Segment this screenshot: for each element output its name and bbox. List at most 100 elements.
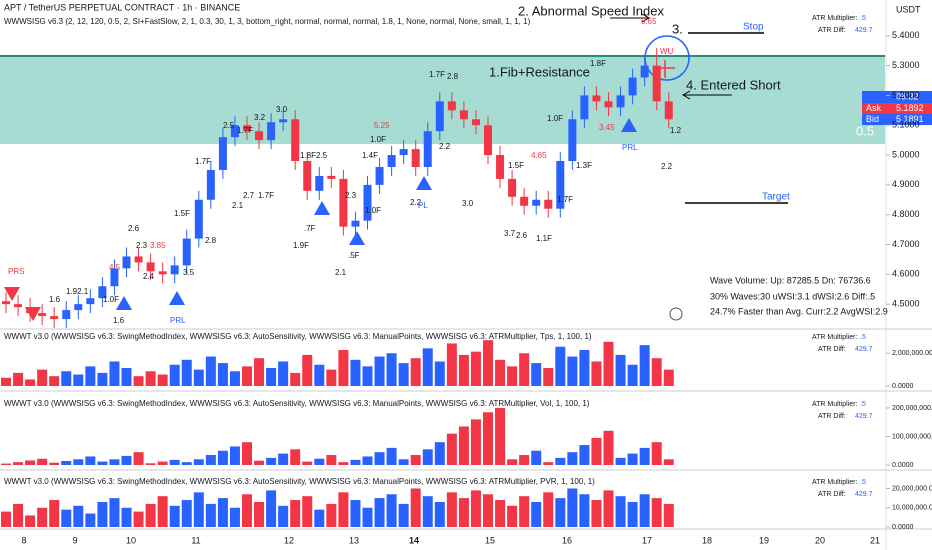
volume-bar — [374, 452, 385, 465]
candle-body — [423, 131, 432, 167]
annotation: 2.2 — [439, 142, 451, 151]
annotation: 2.8 — [205, 236, 217, 245]
candle-body — [291, 119, 300, 162]
volume-bar — [507, 459, 518, 465]
atr-value: .5 — [860, 15, 866, 22]
volume-bar — [374, 498, 385, 527]
volume-bar — [639, 494, 650, 527]
volume-bar — [133, 452, 144, 465]
candle-body — [86, 298, 95, 305]
volume-bar — [13, 372, 24, 386]
annotation: 1.0F — [365, 206, 381, 215]
volume-bar — [350, 459, 361, 465]
volume-bar — [181, 359, 192, 386]
volume-bar — [350, 359, 361, 386]
annotation: 1.6 — [113, 316, 125, 325]
volume-bar — [290, 500, 301, 527]
volume-bar — [615, 496, 626, 527]
volume-bar — [362, 456, 373, 465]
annotation: PL — [418, 201, 428, 210]
atr-label: ATR Multiplier: — [812, 334, 857, 341]
volume-bar — [663, 459, 674, 465]
volume-bar — [25, 515, 36, 527]
volume-bar — [326, 455, 337, 465]
volume-bar — [73, 374, 84, 386]
candle-body — [399, 149, 408, 156]
annotation: 1.7F — [429, 70, 445, 79]
volume-bar — [434, 361, 445, 386]
annotation: 1.0F — [547, 114, 563, 123]
volume-bar — [254, 460, 265, 465]
volume-bar — [410, 358, 421, 386]
annotation: 1.3F — [576, 161, 592, 170]
volume-bar — [109, 361, 120, 386]
annotation: WU — [660, 47, 674, 56]
annotation: 3.0 — [462, 199, 474, 208]
candle-body — [50, 316, 59, 320]
volume-bar — [85, 456, 96, 465]
volume-bar — [217, 498, 228, 527]
candle-body — [327, 175, 336, 179]
volume-bar — [531, 363, 542, 386]
volume-bar — [25, 460, 36, 465]
volume-bar — [205, 455, 216, 465]
x-tick-label: 20 — [815, 535, 825, 545]
annotation: 3. — [672, 21, 683, 36]
x-tick-label: 19 — [759, 535, 769, 545]
volume-bar — [157, 461, 168, 465]
candle-body — [544, 199, 553, 209]
volume-bar — [470, 351, 481, 386]
annotation: 1.9F — [293, 241, 309, 250]
volume-bar — [374, 356, 385, 386]
volume-bar — [1, 511, 11, 527]
volume-bar — [627, 453, 638, 465]
candle-body — [14, 304, 23, 308]
y-tick-label: 4.7000 — [892, 239, 920, 249]
annotation: .7F — [304, 224, 316, 233]
candle-body — [339, 178, 348, 227]
volume-bar — [543, 462, 554, 465]
volume-bar — [314, 458, 325, 465]
annotation: 1.6 — [49, 295, 61, 304]
candle-body — [375, 166, 384, 185]
atr-value: .5 — [860, 334, 866, 341]
volume-bar — [157, 496, 168, 527]
annotation: 2.2 — [410, 198, 422, 207]
countdown: 08:32 — [896, 91, 919, 101]
candle-body — [556, 161, 565, 209]
candle-body — [508, 178, 517, 197]
x-tick-label: 12 — [284, 535, 294, 545]
volume-bar — [434, 442, 445, 465]
y-tick-label: 2,000,000.0000 — [892, 350, 932, 357]
volume-bar — [145, 503, 156, 527]
ask-label: Ask — [866, 103, 882, 113]
annotation: 3.45 — [599, 123, 615, 132]
volume-bar — [254, 501, 265, 527]
volume-bar — [314, 364, 325, 386]
annotation: 2.3 — [345, 191, 357, 200]
candle-body — [411, 149, 420, 167]
arrow — [610, 13, 651, 23]
stats-line: Wave Volume: Up: 87285.5 Dn: 76736.6 — [710, 275, 871, 285]
annotation: .5F — [348, 251, 360, 260]
pane-title: WWWT v3.0 (WWWSISG v6.3: SwingMethodInde… — [4, 399, 590, 408]
volume-bar — [446, 433, 457, 465]
candle-body — [182, 238, 191, 266]
ask-price: 5.1892 — [896, 103, 924, 113]
volume-bar — [567, 452, 578, 465]
annotation: 2.1 — [335, 268, 347, 277]
volume-bar — [615, 457, 626, 465]
candle-body — [459, 110, 468, 120]
countdown-tag — [862, 91, 932, 103]
annotation: 1.7F — [557, 195, 573, 204]
volume-bar — [121, 507, 132, 527]
x-tick-label: 8 — [21, 535, 26, 545]
annotation: 1.5F — [174, 209, 190, 218]
annotation: 1.92.1 — [66, 287, 89, 296]
annotation: 3.7 — [504, 229, 516, 238]
y-tick-label: 4.6000 — [892, 269, 920, 279]
y-tick-label: 20,000,000.0000 — [892, 485, 932, 492]
annotation: 2.1 — [232, 201, 244, 210]
x-tick-label: 18 — [702, 535, 712, 545]
